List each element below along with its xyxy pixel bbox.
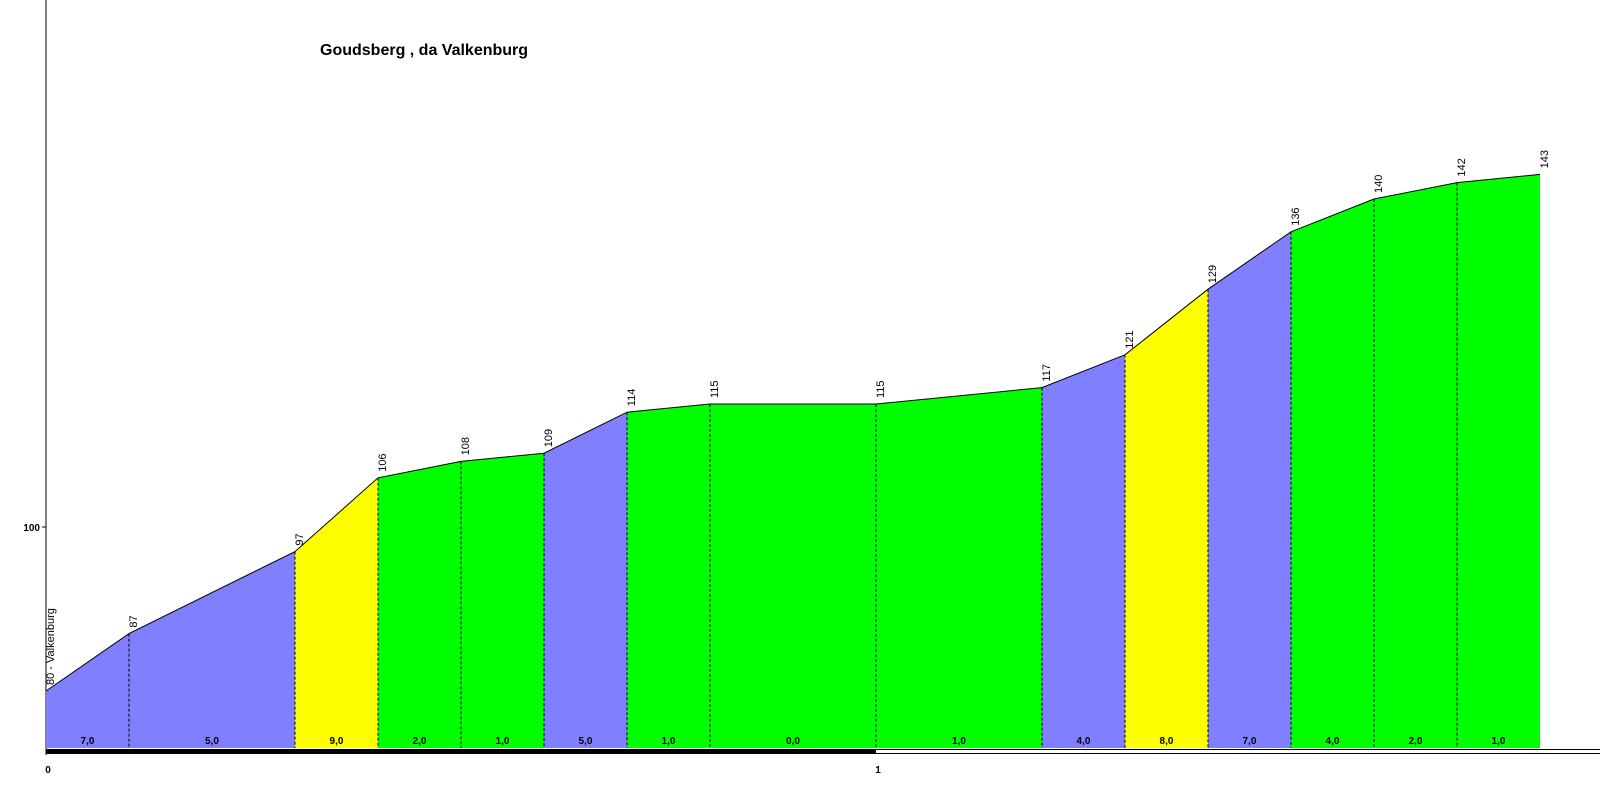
gradient-label-9: 1,0: [952, 736, 966, 747]
altitude-label-13: 140: [1373, 175, 1385, 193]
dividers-group: [128, 182, 1458, 748]
segment-12: [1208, 231, 1291, 749]
altitude-label-8: 115: [875, 380, 887, 398]
gradient-label-7: 1,0: [662, 736, 676, 747]
altitude-label-1: 87: [128, 615, 140, 627]
segments-group: [46, 174, 1540, 749]
gradient-label-5: 1,0: [496, 736, 510, 747]
altitude-label-14: 142: [1456, 158, 1468, 176]
segment-1: [46, 633, 129, 748]
segment-2: [129, 551, 295, 748]
altitude-label-11: 129: [1207, 265, 1219, 283]
altitude-label-5: 109: [543, 429, 555, 447]
gradient-label-13: 4,0: [1326, 736, 1340, 747]
altitude-label-9: 117: [1041, 364, 1053, 382]
gradient-label-1: 7,0: [81, 736, 95, 747]
segment-9: [876, 387, 1042, 748]
segment-14: [1374, 182, 1457, 749]
gradient-label-10: 4,0: [1077, 736, 1091, 747]
gradient-label-12: 7,0: [1243, 736, 1257, 747]
segment-3: [295, 477, 378, 748]
x-tick-label-1: 1: [875, 765, 881, 776]
gradient-label-6: 5,0: [579, 736, 593, 747]
x-tick-label-0: 0: [45, 765, 51, 776]
altitude-label-10: 121: [1124, 330, 1136, 348]
segment-15: [1457, 174, 1540, 748]
altitude-label-3: 106: [377, 453, 389, 471]
altitude-label-7: 115: [709, 380, 721, 398]
altitude-label-15: 143: [1539, 150, 1551, 168]
segment-7: [627, 404, 710, 748]
segment-11: [1125, 289, 1208, 748]
gradient-label-2: 5,0: [205, 736, 219, 747]
segment-4: [378, 461, 461, 748]
altitude-label-6: 114: [626, 389, 638, 407]
altitude-labels-group: 80 - Valkenburg 87 97 106 108 109 114 115 115 117…: [45, 150, 1551, 685]
altitude-label-12: 136: [1290, 207, 1302, 225]
y-ticks-group: 100: [23, 523, 46, 534]
gradient-label-4: 2,0: [413, 736, 427, 747]
altitude-label-2: 97: [294, 533, 306, 545]
gradient-label-3: 9,0: [330, 736, 344, 747]
y-tick-label-0: 100: [23, 523, 40, 534]
gradient-label-8: 0,0: [786, 736, 800, 747]
altitude-label-4: 108: [460, 437, 472, 455]
distance-scale-bar: [46, 749, 1600, 754]
gradient-label-15: 1,0: [1492, 736, 1506, 747]
gradient-label-14: 2,0: [1409, 736, 1423, 747]
scale-bar-filled: [46, 749, 876, 754]
segment-13: [1291, 199, 1374, 748]
segment-5: [461, 453, 544, 748]
profile-line: [45, 173, 1541, 692]
gradient-labels-group: 7,0 5,0 9,0 2,0 1,0 5,0 1,0 0,0 1,0 4,0 8,0 7,0 4,0 2…: [81, 736, 1506, 747]
segment-8: [710, 404, 876, 748]
gradient-label-11: 8,0: [1160, 736, 1174, 747]
chart-title: Goudsberg , da Valkenburg: [320, 42, 528, 59]
segment-6: [544, 412, 627, 748]
altitude-label-0: 80 - Valkenburg: [45, 608, 57, 685]
segment-10: [1042, 354, 1125, 748]
